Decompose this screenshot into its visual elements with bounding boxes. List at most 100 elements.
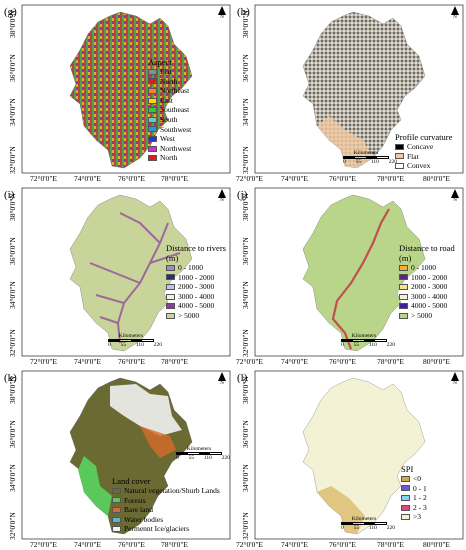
- north-arrow-icon: N: [450, 189, 460, 203]
- legend-item: >3: [401, 512, 427, 522]
- legend-item: Northwest: [148, 144, 191, 154]
- legend-label: Water bodies: [124, 514, 164, 524]
- legend-swatch: [148, 126, 157, 133]
- legend-swatch: [166, 312, 175, 319]
- map-panel-land-cover: (k) N Kilometers 0 55 110 220 Land cover Na…: [0, 366, 233, 549]
- legend-swatch: [399, 274, 408, 281]
- legend-item: 0 - 1000: [166, 263, 226, 273]
- legend-item: Bare land: [112, 505, 220, 515]
- panel-label: (h): [237, 6, 250, 18]
- legend-label: North: [160, 76, 178, 86]
- legend-item: > 5000: [166, 311, 226, 321]
- panel-label: (g): [4, 6, 17, 18]
- scale-ticks: 0 55 110 220: [176, 455, 230, 461]
- legend-item: Convex: [395, 161, 452, 171]
- legend-swatch: [399, 303, 408, 310]
- legend-item: 3000 - 4000: [166, 292, 226, 302]
- legend-item: Water bodies: [112, 515, 220, 525]
- legend-swatch: [166, 274, 175, 281]
- legend-swatch: [395, 162, 404, 169]
- legend-item: Southwest: [148, 125, 191, 135]
- legend-distance-road: Distance to road (m) 0 - 1000 1000 - 2000…: [399, 243, 459, 321]
- legend-item: 0 - 1000: [399, 263, 459, 273]
- legend-swatch: [148, 155, 157, 162]
- legend-swatch: [148, 107, 157, 114]
- legend-label: 2 - 3: [413, 502, 427, 512]
- legend-swatch: [399, 293, 408, 300]
- legend-item: 4000 - 5000: [399, 301, 459, 311]
- legend-swatch: [112, 526, 121, 533]
- map-panel-profile-curvature: (h) N Kilometers 0 55 110 220 Profile curva…: [233, 0, 466, 183]
- legend-label: 2000 - 3000: [178, 282, 215, 292]
- legend-item: Flat: [395, 152, 452, 162]
- legend-swatch: [401, 494, 410, 501]
- north-arrow-icon: N: [217, 189, 227, 203]
- legend-swatch: [399, 264, 408, 271]
- legend-item: 4000 - 5000: [166, 301, 226, 311]
- legend-swatch: [112, 506, 121, 513]
- legend-item: North: [148, 77, 191, 87]
- legend-item: East: [148, 96, 191, 106]
- legend-swatch: [166, 264, 175, 271]
- legend-item: 1000 - 2000: [166, 273, 226, 283]
- legend-label: 0 - 1000: [411, 263, 436, 272]
- legend-item: 1000 - 2000: [399, 273, 459, 283]
- legend-label: Northeast: [160, 86, 190, 96]
- scale-bar: Kilometers 0 55 110 220: [108, 333, 162, 348]
- legend-label: > 5000: [178, 310, 200, 320]
- legend-label: <0: [413, 474, 421, 483]
- legend-label: Southwest: [160, 124, 192, 134]
- legend-label: 1000 - 2000: [411, 272, 448, 282]
- legend-distance-rivers: Distance to rivers (m) 0 - 1000 1000 - 20…: [166, 243, 226, 321]
- legend-label: Flat: [407, 151, 419, 161]
- legend-swatch: [148, 135, 157, 142]
- legend-label: Forests: [124, 495, 146, 505]
- scale-bar: Kilometers 0 55 110 220: [176, 446, 230, 461]
- legend-item: West: [148, 134, 191, 144]
- scale-ticks: 0 55 110 220: [341, 342, 395, 348]
- panel-label: (j): [237, 189, 248, 201]
- legend-item: Permennt Ice/glaciers: [112, 524, 220, 534]
- legend-label: Concave: [407, 142, 434, 151]
- legend-swatch: [395, 143, 404, 150]
- legend-item: North: [148, 153, 191, 163]
- legend-label: Convex: [407, 161, 431, 171]
- legend-label: 3000 - 4000: [178, 291, 215, 301]
- legend-swatch: [401, 485, 410, 492]
- legend-item: > 5000: [399, 311, 459, 321]
- legend-swatch: [395, 153, 404, 160]
- legend-item: 2 - 3: [401, 503, 427, 513]
- legend-swatch: [148, 68, 157, 75]
- map-distance-to-road: [254, 187, 464, 357]
- legend-swatch: [148, 78, 157, 85]
- legend-label: Natural vegetation/Shurb Lands: [124, 486, 220, 495]
- scale-bar: Kilometers 0 55 110 220: [343, 150, 397, 165]
- legend-land-cover: Land cover Natural vegetation/Shurb Land…: [112, 476, 220, 534]
- legend-label: > 5000: [411, 310, 433, 320]
- scale-ticks: 0 55 110 220: [341, 525, 395, 531]
- panel-label: (l): [237, 372, 248, 384]
- legend-swatch: [166, 283, 175, 290]
- legend-label: >3: [413, 512, 421, 522]
- north-arrow-icon: N: [217, 6, 227, 20]
- map-panel-distance-to-rivers: (i) N Distance to rivers (m) 0 - 1000 100…: [0, 183, 233, 366]
- map-panel-aspect: (g) N Aspect Flat North Northeast East South…: [0, 0, 233, 183]
- legend-label: 1 - 2: [413, 493, 427, 503]
- legend-label: 4000 - 5000: [411, 301, 448, 311]
- legend-swatch: [401, 475, 410, 482]
- legend-item: Concave: [395, 142, 452, 152]
- legend-item: <0: [401, 474, 427, 484]
- panel-label: (i): [4, 189, 15, 201]
- legend-label: 1000 - 2000: [178, 272, 215, 282]
- legend-swatch: [399, 312, 408, 319]
- legend-label: West: [160, 134, 175, 144]
- scale-ticks: 0 55 110 220: [343, 159, 397, 165]
- legend-label: Bare land: [124, 505, 153, 515]
- legend-label: East: [160, 95, 173, 105]
- map-aspect: [21, 4, 231, 174]
- legend-aspect: Aspect Flat North Northeast East Southeast So…: [148, 57, 192, 163]
- legend-swatch: [112, 497, 121, 504]
- legend-label: 4000 - 5000: [178, 301, 215, 311]
